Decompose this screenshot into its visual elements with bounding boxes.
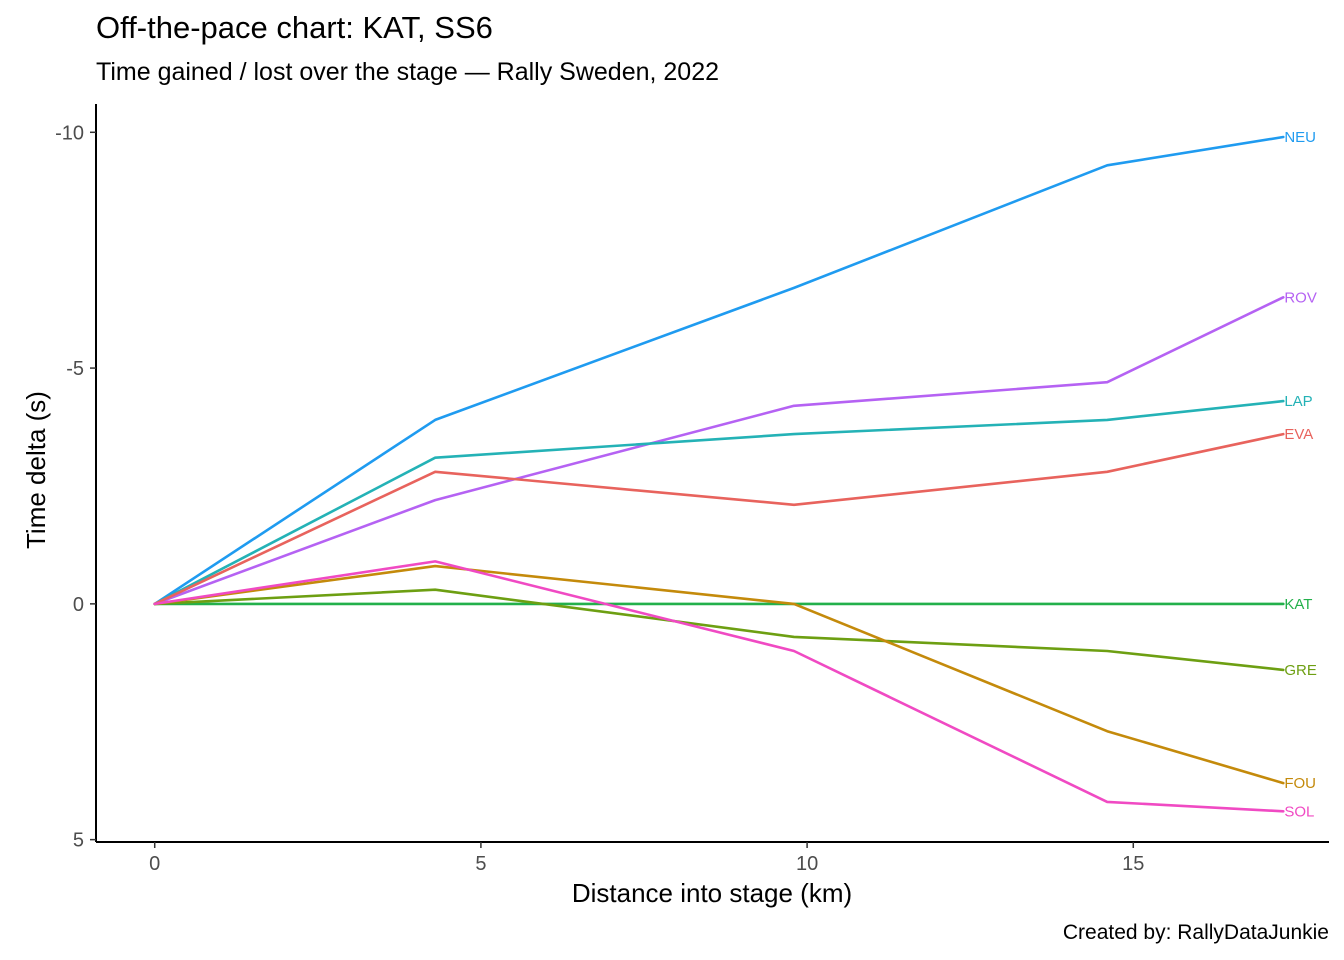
series-line-eva	[153, 432, 1285, 606]
x-axis-title: Distance into stage (km)	[572, 878, 852, 908]
y-tick-label: 5	[73, 830, 84, 852]
x-tick-label: 15	[1122, 853, 1144, 875]
y-tick-label: -5	[66, 358, 84, 380]
x-tick-label: 5	[475, 853, 486, 875]
series-label-kat: KAT	[1284, 596, 1312, 613]
series-label-rov: ROV	[1284, 289, 1317, 306]
series-line-fou	[153, 564, 1285, 785]
chart-caption: Created by: RallyDataJunkie	[1062, 921, 1329, 944]
x-tick-label: 0	[149, 853, 160, 875]
series-label-neu: NEU	[1284, 129, 1316, 146]
series-line-sol	[153, 560, 1285, 813]
y-tick-label: -10	[55, 122, 84, 144]
y-tick-label: 0	[73, 594, 84, 616]
series-line-rov	[153, 295, 1285, 606]
axes: 0 5 10 15 -10 -5 0 5	[55, 104, 1329, 875]
end-labels-layer: NEU ROV LAP EVA KAT GRE FOU SOL	[1284, 129, 1317, 820]
y-axis-title: Time delta (s)	[21, 391, 51, 549]
series-label-lap: LAP	[1284, 393, 1312, 410]
series-label-eva: EVA	[1284, 426, 1313, 443]
series-line-lap	[153, 399, 1285, 606]
x-tick-label: 10	[796, 853, 818, 875]
series-label-gre: GRE	[1284, 662, 1317, 679]
series-line-neu	[153, 135, 1285, 606]
series-layer	[153, 135, 1285, 813]
series-line-gre	[153, 588, 1285, 672]
series-label-fou: FOU	[1284, 775, 1316, 792]
chart-subtitle: Time gained / lost over the stage — Rall…	[96, 58, 720, 86]
chart-title: Off-the-pace chart: KAT, SS6	[96, 10, 493, 45]
series-label-sol: SOL	[1284, 803, 1314, 820]
